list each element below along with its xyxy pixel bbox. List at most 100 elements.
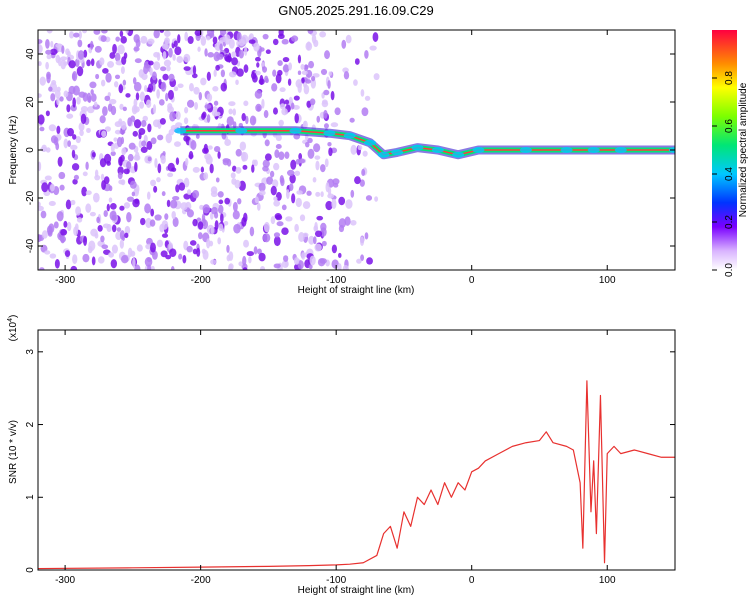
speckle-blob <box>219 30 227 36</box>
speckle-blob <box>152 119 161 128</box>
speckle-blob <box>275 73 282 84</box>
speckle-blob <box>266 176 274 185</box>
speckle-blob <box>49 253 57 259</box>
speckle-blob <box>75 136 81 144</box>
speckle-blob <box>306 190 312 196</box>
speckle-blob <box>38 114 45 125</box>
speckle-blob <box>349 117 355 123</box>
speckle-blob <box>110 259 118 269</box>
speckle-blob <box>232 201 238 212</box>
bottom-x-tick-label: -200 <box>191 575 211 586</box>
speckle-blob <box>337 263 342 270</box>
speckle-blob <box>83 236 88 247</box>
speckle-blob <box>350 144 357 155</box>
speckle-noise <box>38 30 380 270</box>
speckle-blob <box>353 79 358 86</box>
speckle-blob <box>87 95 92 103</box>
speckle-blob <box>204 48 208 57</box>
speckle-blob <box>341 39 347 49</box>
speckle-blob <box>106 203 110 212</box>
speckle-blob <box>39 126 45 132</box>
speckle-blob <box>242 164 248 170</box>
speckle-blob <box>88 240 96 251</box>
speckle-blob <box>357 145 363 151</box>
speckle-blob <box>308 264 313 270</box>
speckle-blob <box>264 153 272 161</box>
speckle-blob <box>314 243 322 252</box>
speckle-blob <box>364 49 369 59</box>
ridge-point <box>391 149 404 156</box>
speckle-blob <box>327 193 335 199</box>
speckle-blob <box>131 191 136 197</box>
speckle-blob <box>338 196 346 206</box>
speckle-blob <box>78 91 86 98</box>
speckle-blob <box>86 127 91 134</box>
speckle-blob <box>313 236 317 245</box>
speckle-blob <box>83 49 88 58</box>
speckle-blob <box>309 98 316 106</box>
speckle-blob <box>111 214 117 221</box>
speckle-blob <box>63 138 69 149</box>
speckle-blob <box>219 43 223 51</box>
speckle-blob <box>80 113 87 125</box>
speckle-blob <box>186 245 193 253</box>
speckle-blob <box>164 213 169 220</box>
speckle-blob <box>116 227 122 232</box>
top-x-tick-label: 0 <box>469 275 475 286</box>
speckle-blob <box>257 202 261 211</box>
speckle-blob <box>66 113 74 119</box>
speckle-blob <box>210 186 218 195</box>
speckle-blob <box>191 73 198 79</box>
speckle-blob <box>279 103 286 110</box>
speckle-blob <box>235 79 239 86</box>
speckle-blob <box>152 82 156 92</box>
bottom-y-ticks: 0 1 2 3 <box>25 349 675 573</box>
speckle-blob <box>125 30 129 34</box>
speckle-blob <box>57 57 62 67</box>
speckle-blob <box>271 83 278 92</box>
speckle-blob <box>226 116 234 126</box>
speckle-blob <box>141 140 147 147</box>
speckle-blob <box>185 157 189 166</box>
speckle-blob <box>151 71 157 81</box>
top-y-tick-label: -40 <box>25 238 36 253</box>
speckle-blob <box>281 108 288 116</box>
speckle-blob <box>281 204 287 211</box>
speckle-blob <box>148 60 154 66</box>
speckle-blob <box>120 120 127 131</box>
speckle-blob <box>282 57 290 63</box>
speckle-blob <box>64 250 71 258</box>
speckle-blob <box>328 71 332 76</box>
speckle-blob <box>65 199 72 210</box>
speckle-blob <box>277 33 285 40</box>
speckle-blob <box>38 61 42 67</box>
speckle-blob <box>189 240 197 246</box>
speckle-blob <box>144 257 153 267</box>
speckle-blob <box>117 172 123 180</box>
speckle-blob <box>212 36 218 44</box>
colorbar-ticks: 0.0 0.2 0.4 0.6 0.8 <box>712 71 735 277</box>
speckle-blob <box>163 59 172 67</box>
speckle-blob <box>39 267 45 270</box>
speckle-blob <box>345 34 352 44</box>
speckle-blob <box>334 107 341 116</box>
speckle-blob <box>82 171 88 177</box>
speckle-blob <box>359 236 365 246</box>
speckle-blob <box>343 71 350 80</box>
speckle-blob <box>331 198 337 209</box>
speckle-blob <box>231 57 239 66</box>
speckle-blob <box>160 250 168 258</box>
speckle-blob <box>165 254 172 260</box>
speckle-blob <box>145 217 152 229</box>
speckle-blob <box>147 123 152 133</box>
speckle-blob <box>312 177 317 183</box>
speckle-blob <box>140 217 146 226</box>
speckle-blob <box>53 136 59 146</box>
speckle-blob <box>133 81 142 92</box>
speckle-blob <box>46 73 51 84</box>
colorbar-tick-label: 0.0 <box>724 263 735 277</box>
speckle-blob <box>364 95 371 101</box>
ridge-point <box>519 147 532 153</box>
speckle-blob <box>169 248 177 258</box>
speckle-blob <box>108 185 113 192</box>
